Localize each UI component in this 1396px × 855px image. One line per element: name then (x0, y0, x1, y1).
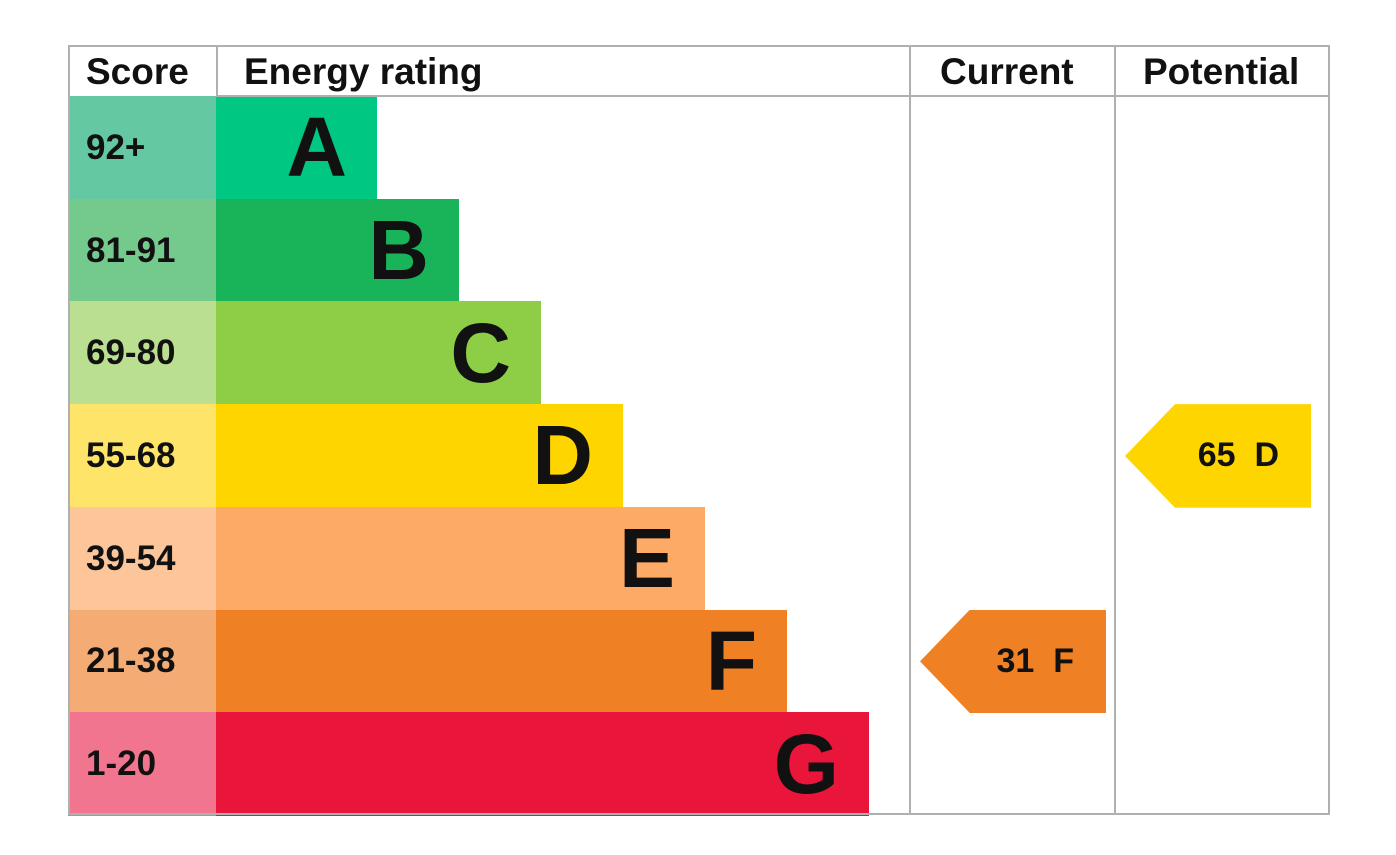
score-cell-b: 81-91 (68, 198, 216, 303)
band-bar-b: B (216, 198, 459, 303)
band-bar-d: D (216, 404, 623, 508)
header-potential: Potential (1143, 51, 1300, 92)
band-bar-a: A (216, 96, 377, 200)
band-bar-e: E (216, 506, 705, 611)
grid-line (68, 45, 70, 815)
band-bar-c: C (216, 301, 541, 406)
grid-line (68, 813, 1330, 815)
current-rating-arrow: 31 F (920, 609, 1106, 714)
score-cell-a: 92+ (68, 96, 216, 200)
header-current: Current (940, 51, 1074, 92)
grid-line (216, 95, 1330, 97)
score-cell-g: 1-20 (68, 712, 216, 816)
score-cell-d: 55-68 (68, 404, 216, 508)
score-cell-c: 69-80 (68, 301, 216, 406)
band-bar-f: F (216, 609, 787, 714)
grid-line (909, 45, 911, 815)
header-energy-rating: Energy rating (244, 51, 483, 92)
header-score: Score (86, 51, 189, 92)
band-bar-g: G (216, 712, 869, 816)
grid-line (216, 45, 218, 96)
potential-rating-arrow: 65 D (1125, 404, 1311, 508)
score-cell-f: 21-38 (68, 609, 216, 714)
grid-line (68, 45, 1330, 47)
grid-line (1114, 45, 1116, 815)
score-cell-e: 39-54 (68, 506, 216, 611)
grid-line (1328, 45, 1330, 815)
